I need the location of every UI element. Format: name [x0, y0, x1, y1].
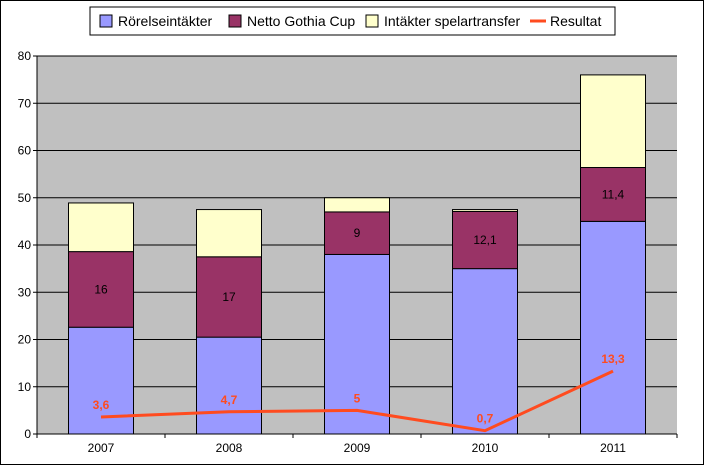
y-tick-label: 40 [18, 238, 32, 252]
bar-intakter-spelartransfer-2011 [580, 74, 646, 169]
legend-box [89, 6, 616, 36]
y-tick-label: 30 [18, 285, 32, 299]
x-tick-label: 2008 [216, 441, 243, 455]
bar-intakter-spelartransfer-2010 [452, 209, 518, 212]
y-tick-label: 60 [18, 144, 32, 158]
legend-swatch-intakter-spelartransfer [365, 14, 379, 28]
bar-rorelseintakter-2007 [68, 326, 134, 435]
bar-label-netto-gothia-cup: 17 [222, 290, 236, 304]
bar-rorelseintakter-2011 [580, 220, 646, 435]
bar-netto-gothia-cup-2009 [324, 211, 390, 255]
bars [68, 74, 646, 435]
x-tick-label: 2010 [472, 441, 499, 455]
y-tick-label: 80 [18, 49, 32, 63]
bar-netto-gothia-cup-2010 [452, 210, 518, 270]
legend-label-resultat: Resultat [550, 13, 601, 29]
bar-rorelseintakter-2010 [452, 268, 518, 435]
y-tick-label: 10 [18, 380, 32, 394]
legend-label-rorelseintakter: Rörelseintäkter [118, 13, 212, 29]
legend-label-netto-gothia-cup: Netto Gothia Cup [247, 13, 355, 29]
y-tick-label: 20 [18, 333, 32, 347]
bar-intakter-spelartransfer-2009 [324, 197, 390, 213]
x-tick-label: 2009 [344, 441, 371, 455]
y-tick-label: 50 [18, 191, 32, 205]
result-line [100, 369, 614, 433]
axes: 0 10 20 30 40 50 60 70 80 2007 2008 2009 2010 2011 [18, 49, 678, 455]
bar-intakter-spelartransfer-2008 [196, 209, 262, 258]
line-label-resultat: 5 [354, 391, 361, 405]
bar-label-netto-gothia-cup: 9 [354, 226, 361, 240]
x-tick-label: 2011 [600, 441, 626, 455]
x-tick-label: 2007 [88, 441, 115, 455]
bar-netto-gothia-cup-2011 [580, 167, 646, 222]
bar-intakter-spelartransfer-2007 [68, 202, 134, 253]
line-label-resultat: 13,3 [601, 352, 625, 366]
legend: Rörelseintäkter Netto Gothia Cup Intäkter … [89, 6, 616, 36]
bar-rorelseintakter-2009 [324, 253, 390, 435]
bar-netto-gothia-cup-2007 [68, 251, 134, 328]
bar-rorelseintakter-2008 [196, 336, 262, 435]
data-labels: 16 17 9 12,1 11,4 3,6 4,7 5 0,7 13,3 [93, 187, 625, 425]
line-label-resultat: 3,6 [93, 398, 110, 412]
legend-label-intakter-spelartransfer: Intäkter spelartransfer [384, 13, 521, 29]
bar-label-netto-gothia-cup: 12,1 [473, 233, 497, 247]
bar-label-netto-gothia-cup: 11,4 [602, 187, 625, 201]
line-label-resultat: 4,7 [221, 393, 238, 407]
y-tick-label: 70 [18, 96, 32, 110]
y-tick-label: 0 [24, 427, 31, 441]
legend-swatch-rorelseintakter [99, 14, 113, 28]
bar-label-netto-gothia-cup: 16 [94, 282, 108, 296]
legend-swatch-netto-gothia-cup [228, 14, 242, 28]
line-label-resultat: 0,7 [477, 412, 494, 426]
